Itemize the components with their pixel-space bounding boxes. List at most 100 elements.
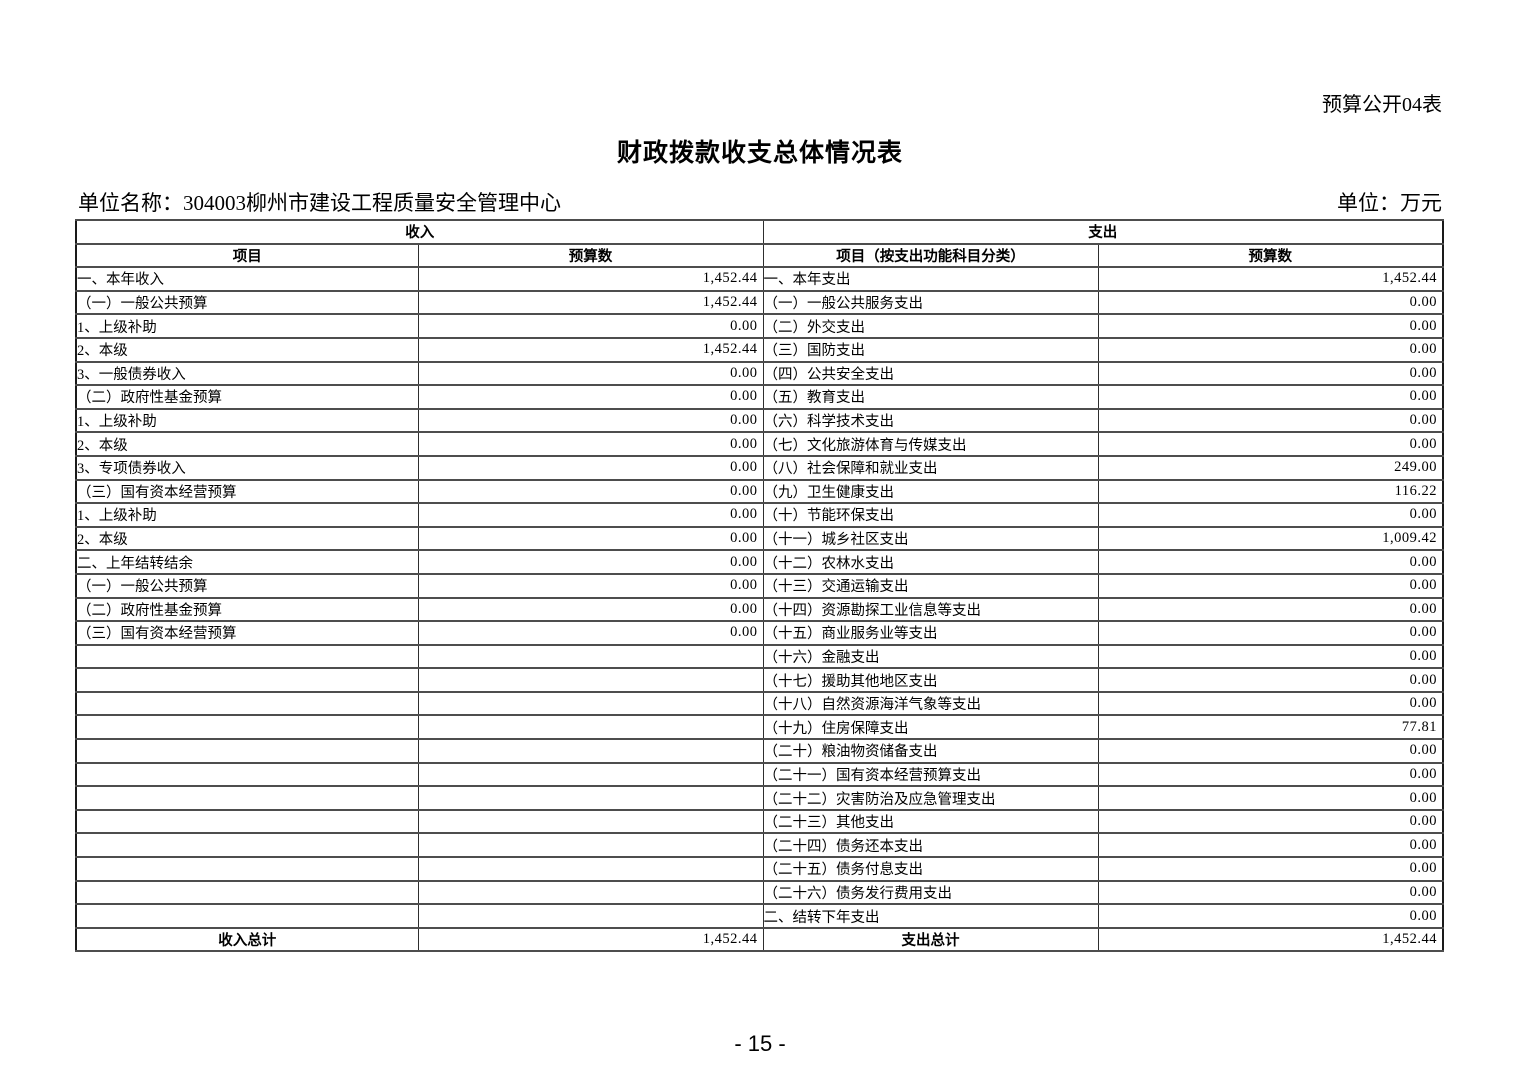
income-item-cell: （三）国有资本经营预算 [75,620,419,646]
income-item-cell [75,808,419,835]
expense-value-cell: 0.00 [1097,879,1444,906]
expense-value-cell: 0.00 [1097,313,1444,339]
income-item-cell: 1、上级补助 [75,313,419,339]
income-value-cell [417,879,764,906]
table-row: 3、一般债券收入 0.00 （四）公共安全支出 0.00 [75,360,1444,387]
table-row: 一、本年收入 1,452.44 一、本年支出 1,452.44 [75,266,1444,292]
income-value-cell [417,808,764,835]
expense-item-cell: （二）外交支出 [762,313,1099,339]
expense-value-cell: 0.00 [1097,856,1444,882]
expense-item-cell: （十三）交通运输支出 [762,572,1099,599]
expense-value-column-header: 预算数 [1097,242,1444,269]
page-title: 财政拨款收支总体情况表 [616,140,903,167]
expense-item-cell: （八）社会保障和就业支出 [762,454,1099,481]
income-item-column-header: 项目 [75,242,419,269]
income-item-cell [75,667,419,693]
expense-item-cell: （二十二）灾害防治及应急管理支出 [762,785,1099,811]
income-item-cell: 3、一般债券收入 [75,360,419,387]
expense-value-cell: 0.00 [1097,572,1444,599]
expense-item-cell: （九）卫生健康支出 [762,478,1099,505]
table-row: （二十六）债务发行费用支出 0.00 [75,879,1444,906]
table-row: 二、结转下年支出 0.00 [75,903,1444,929]
income-value-cell: 0.00 [417,313,764,339]
expense-item-cell: （二十一）国有资本经营预算支出 [762,761,1099,788]
income-value-cell: 0.00 [417,596,764,623]
income-value-cell: 0.00 [417,620,764,646]
table-row: （十六）金融支出 0.00 [75,643,1444,670]
table-row: 3、专项债券收入 0.00 （八）社会保障和就业支出 249.00 [75,454,1444,481]
expense-section-header: 支出 [762,219,1444,245]
table-row: （三）国有资本经营预算 0.00 （九）卫生健康支出 116.22 [75,478,1444,505]
income-value-cell: 0.00 [417,572,764,599]
income-value-cell [417,761,764,788]
expense-item-cell: 二、结转下年支出 [762,903,1099,929]
expense-total-value: 1,452.44 [1097,926,1444,953]
expense-item-cell: （六）科学技术支出 [762,407,1099,434]
income-section-header: 收入 [75,219,764,245]
income-item-cell [75,761,419,788]
income-value-cell: 0.00 [417,525,764,552]
expense-item-cell: 一、本年支出 [762,266,1099,292]
income-value-cell: 0.00 [417,407,764,434]
expense-item-cell: （十）节能环保支出 [762,502,1099,528]
income-item-cell: （一）一般公共预算 [75,289,419,316]
table-row: （二十四）债务还本支出 0.00 [75,832,1444,859]
expense-item-cell: （七）文化旅游体育与传媒支出 [762,431,1099,457]
income-value-cell: 1,452.44 [417,289,764,316]
table-row: （十七）援助其他地区支出 0.00 [75,667,1444,693]
table-row: 1、上级补助 0.00 （二）外交支出 0.00 [75,313,1444,339]
expense-value-cell: 0.00 [1097,832,1444,859]
expense-item-cell: （十六）金融支出 [762,643,1099,670]
meta-line: 单位名称：304003柳州市建设工程质量安全管理中心 单位：万元 [78,187,1442,217]
expense-item-cell: （十一）城乡社区支出 [762,525,1099,552]
income-value-column-header: 预算数 [417,242,764,269]
form-code-label: 预算公开04表 [1322,94,1442,116]
expense-item-cell: （三）国防支出 [762,336,1099,363]
table-row: （十八）自然资源海洋气象等支出 0.00 [75,690,1444,717]
expense-value-cell: 0.00 [1097,336,1444,363]
expense-value-cell: 0.00 [1097,761,1444,788]
table-row: 2、本级 0.00 （七）文化旅游体育与传媒支出 0.00 [75,431,1444,457]
income-item-cell [75,903,419,929]
income-value-cell [417,785,764,811]
expense-value-cell: 0.00 [1097,808,1444,835]
expense-item-column-header: 项目（按支出功能科目分类） [762,242,1099,269]
expense-value-cell: 0.00 [1097,407,1444,434]
expense-item-cell: （十七）援助其他地区支出 [762,667,1099,693]
income-item-cell: 二、上年结转结余 [75,549,419,575]
expense-item-cell: （十五）商业服务业等支出 [762,620,1099,646]
income-value-cell: 1,452.44 [417,336,764,363]
income-item-cell [75,714,419,741]
expense-item-cell: （二十）粮油物资储备支出 [762,738,1099,764]
expense-item-cell: （十二）农林水支出 [762,549,1099,575]
table-row: （十九）住房保障支出 77.81 [75,714,1444,741]
table-row: 2、本级 0.00 （十一）城乡社区支出 1,009.42 [75,525,1444,552]
income-item-cell: （一）一般公共预算 [75,572,419,599]
expense-value-cell: 0.00 [1097,620,1444,646]
expense-item-cell: （二十三）其他支出 [762,808,1099,835]
income-value-cell: 0.00 [417,502,764,528]
expense-item-cell: （十八）自然资源海洋气象等支出 [762,690,1099,717]
income-item-cell [75,690,419,717]
expense-value-cell: 0.00 [1097,596,1444,623]
income-value-cell [417,714,764,741]
income-item-cell: 2、本级 [75,525,419,552]
expense-value-cell: 0.00 [1097,360,1444,387]
table-row: （二十一）国有资本经营预算支出 0.00 [75,761,1444,788]
table-row: 1、上级补助 0.00 （十）节能环保支出 0.00 [75,502,1444,528]
expense-value-cell: 249.00 [1097,454,1444,481]
income-item-cell: （二）政府性基金预算 [75,384,419,410]
income-item-cell: 一、本年收入 [75,266,419,292]
income-value-cell [417,667,764,693]
table-row: （一）一般公共预算 0.00 （十三）交通运输支出 0.00 [75,572,1444,599]
expense-value-cell: 0.00 [1097,384,1444,410]
income-item-cell: 2、本级 [75,431,419,457]
budget-table-head: 收入 支出 项目 预算数 项目（按支出功能科目分类） 预算数 [75,219,1444,269]
unit-of-measure-label: 单位：万元 [1337,191,1442,215]
income-value-cell: 0.00 [417,454,764,481]
total-row: 收入总计 1,452.44 支出总计 1,452.44 [75,926,1444,953]
expense-item-cell: （二十四）债务还本支出 [762,832,1099,859]
table-row: （二）政府性基金预算 0.00 （十四）资源勘探工业信息等支出 0.00 [75,596,1444,623]
income-value-cell [417,903,764,929]
table-row: 2、本级 1,452.44 （三）国防支出 0.00 [75,336,1444,363]
